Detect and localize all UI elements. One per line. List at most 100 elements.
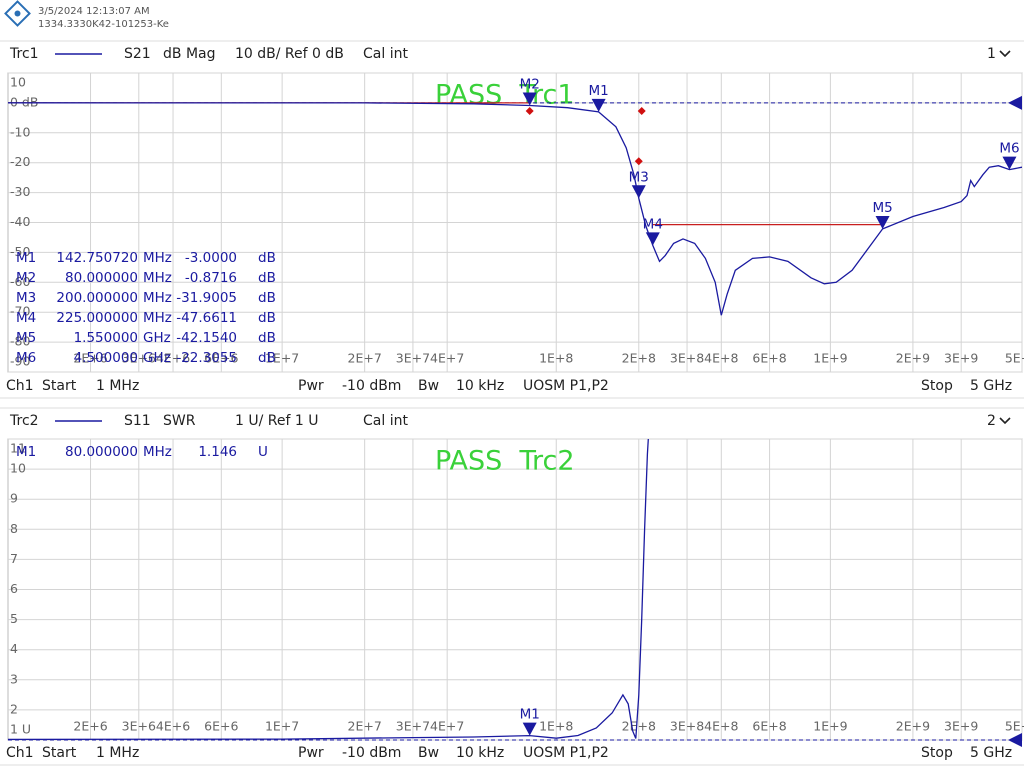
x-tick-label: 2E+6	[73, 719, 107, 734]
y-tick-label: -90	[10, 354, 30, 369]
x-tick-label: 4E+6	[156, 719, 190, 734]
marker-label: M1	[520, 707, 540, 723]
x-tick-label: 6E+6	[204, 351, 238, 366]
marker-table-name: M6	[16, 350, 36, 366]
x-tick-label: 6E+6	[204, 719, 238, 734]
y-tick-label: -50	[10, 244, 30, 259]
reference-marker	[1008, 95, 1022, 110]
pass-label: PASS Trc1	[435, 80, 575, 111]
x-tick-label: 2E+9	[896, 351, 930, 366]
x-tick-label: 3E+7	[396, 351, 430, 366]
x-tick-label: 3E+9	[944, 719, 978, 734]
pass-label: PASS Trc2	[435, 446, 575, 477]
limit-point	[637, 106, 646, 115]
x-tick-label: 4E+6	[156, 351, 190, 366]
marker-table-y: 1.146	[198, 444, 237, 460]
marker	[645, 232, 660, 246]
y-tick-label: -40	[10, 214, 30, 229]
channel-pwr: -10 dBm	[342, 745, 401, 761]
y-tick-label: -20	[10, 154, 30, 169]
marker-table-name: M1	[16, 250, 36, 266]
marker-table-y-unit: dB	[258, 310, 276, 326]
y-tick-label: 10	[10, 75, 26, 90]
channel-bw-label: Bw	[418, 745, 439, 761]
channel-mode: UOSM P1,P2	[523, 378, 609, 394]
x-tick-label: 2E+7	[348, 351, 382, 366]
window-number: 2	[987, 413, 996, 429]
trace-format: SWR	[163, 413, 196, 429]
y-tick-label: 1 U	[10, 722, 31, 737]
y-tick-label: 5	[10, 611, 18, 626]
marker	[1002, 156, 1017, 170]
marker-label: M4	[643, 216, 663, 232]
marker-table-x: 225.000000	[56, 310, 138, 326]
x-tick-label: 5E+9	[1005, 719, 1024, 734]
y-tick-label: 4	[10, 641, 18, 656]
y-tick-label: -30	[10, 184, 30, 199]
x-tick-label: 3E+7	[396, 719, 430, 734]
channel-pwr-label: Pwr	[298, 745, 324, 761]
marker	[522, 92, 537, 106]
marker-table-y-unit: dB	[258, 250, 276, 266]
x-tick-label: 1E+7	[265, 719, 299, 734]
trace-param: S11	[124, 413, 151, 429]
marker-table-y: -47.6611	[176, 310, 237, 326]
marker-table-y-unit: dB	[258, 290, 276, 306]
channel-stop: 5 GHz	[970, 378, 1012, 394]
x-tick-label: 6E+8	[752, 719, 786, 734]
channel-bw-label: Bw	[418, 378, 439, 394]
window-menu	[999, 417, 1011, 425]
x-tick-label: 5E+9	[1005, 351, 1024, 366]
x-tick-label: 4E+8	[704, 719, 738, 734]
trace-scale: 10 dB/ Ref 0 dB	[235, 46, 344, 62]
logo	[4, 0, 31, 27]
marker-table-name: M3	[16, 290, 36, 306]
limit-point	[525, 106, 534, 115]
channel-start: 1 MHz	[96, 745, 139, 761]
marker	[631, 185, 646, 199]
serial-number: 1334.3330K42-101253-Ke	[38, 19, 169, 30]
marker-table-x-unit: MHz	[143, 270, 172, 286]
trace-cal: Cal int	[363, 413, 408, 429]
marker-table-y: -22.3055	[176, 350, 237, 366]
marker	[591, 98, 606, 112]
marker-table-x: 200.000000	[56, 290, 138, 306]
trace-format: dB Mag	[163, 46, 216, 62]
marker-table-x-unit: MHz	[143, 290, 172, 306]
marker-table-x: 142.750720	[56, 250, 138, 266]
y-tick-label: 2	[10, 701, 18, 716]
marker-table-y-unit: dB	[258, 350, 276, 366]
x-tick-label: 1E+9	[813, 719, 847, 734]
y-tick-label: -70	[10, 304, 30, 319]
channel-channel: Ch1	[6, 378, 34, 394]
channel-stop-label: Stop	[921, 745, 953, 761]
channel-bw: 10 kHz	[456, 378, 504, 394]
channel-start-label: Start	[42, 745, 77, 761]
y-tick-label: -10	[10, 124, 30, 139]
y-tick-label: 0 dB	[10, 94, 38, 109]
trace-scale: 1 U/ Ref 1 U	[235, 413, 318, 429]
channel-start: 1 MHz	[96, 378, 139, 394]
y-tick-label: 3	[10, 671, 18, 686]
channel-start-label: Start	[42, 378, 77, 394]
channel-stop: 5 GHz	[970, 745, 1012, 761]
x-tick-label: 2E+6	[73, 351, 107, 366]
marker	[522, 722, 537, 736]
timestamp: 3/5/2024 12:13:07 AM	[38, 6, 150, 17]
x-tick-label: 3E+6	[122, 719, 156, 734]
marker-label: M5	[872, 200, 892, 216]
trace-name: Trc2	[9, 413, 39, 429]
x-tick-label: 2E+9	[896, 719, 930, 734]
trace-group	[8, 102, 1022, 316]
channel-pwr: -10 dBm	[342, 378, 401, 394]
y-tick-label: 7	[10, 551, 18, 566]
x-tick-label: 1E+7	[265, 351, 299, 366]
marker-label: M2	[520, 77, 540, 93]
x-tick-label: 1E+8	[539, 351, 573, 366]
marker-table-y: -3.0000	[185, 250, 237, 266]
marker-table-x: 80.000000	[65, 270, 138, 286]
marker-table-x: 1.550000	[74, 330, 138, 346]
marker-table-x: 80.000000	[65, 444, 138, 460]
trace-line	[8, 439, 649, 740]
